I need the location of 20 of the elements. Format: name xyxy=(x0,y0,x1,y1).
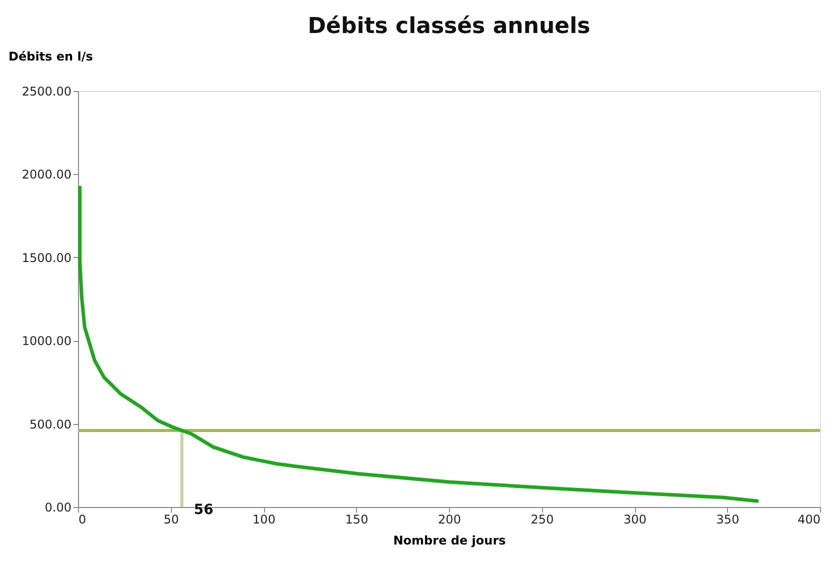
x-tick-label: 100 xyxy=(252,512,276,526)
y-tick-label: 1500.00 xyxy=(22,250,72,265)
x-tick-label: 350 xyxy=(716,512,740,526)
x-axis-title: Nombre de jours xyxy=(393,534,506,548)
y-tick-label: 0.00 xyxy=(44,500,72,514)
y-axis-title: Débits en l/s xyxy=(8,50,93,64)
y-tick-label: 1000.00 xyxy=(22,334,72,348)
x-tick-label: 300 xyxy=(624,512,646,526)
x-tick-label: 250 xyxy=(530,512,554,526)
y-tick-label: 2500.00 xyxy=(22,84,72,98)
ref-line-label: 56 xyxy=(194,502,214,518)
y-tick-label: 500.00 xyxy=(30,417,72,432)
x-tick-label: 150 xyxy=(345,512,368,526)
line-series xyxy=(78,186,759,503)
x-tick-label: 200 xyxy=(438,512,461,526)
chart-title: Débits classés annuels xyxy=(308,14,590,39)
x-tick-label: 400 xyxy=(798,512,820,526)
x-tick-label: 50 xyxy=(164,512,179,526)
y-tick-label: 2000.00 xyxy=(22,168,72,182)
x-tick-label: 0 xyxy=(78,512,86,526)
